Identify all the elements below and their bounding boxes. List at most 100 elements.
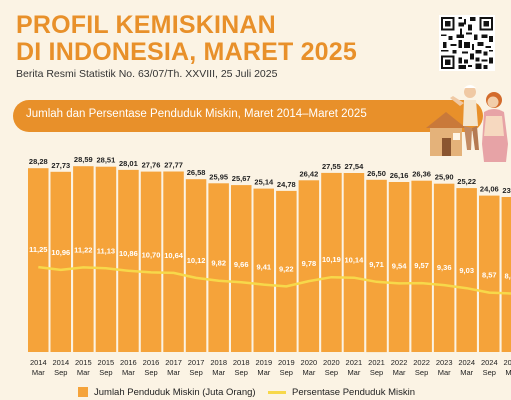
legend-label-persentase: Persentase Penduduk Miskin	[292, 387, 416, 398]
x-tick-year-12: 2020	[301, 358, 318, 367]
x-tick-year-15: 2021	[368, 358, 385, 367]
bar-value-label-20: 24,06	[480, 185, 499, 194]
bar-16	[388, 182, 410, 352]
percent-value-label-5: 10,70	[142, 250, 161, 259]
bar-value-label-9: 25,67	[232, 174, 251, 183]
bar-value-label-4: 28,01	[119, 159, 138, 168]
family-house-illustration-icon	[426, 85, 508, 162]
bar-value-label-10: 25,14	[254, 178, 274, 187]
bar-value-label-18: 25,90	[435, 173, 454, 182]
legend-label-jumlah: Jumlah Penduduk Miskin (Juta Orang)	[94, 387, 256, 398]
bar-11	[276, 190, 297, 352]
percent-value-label-12: 9,78	[302, 259, 317, 268]
bar-19	[456, 188, 477, 352]
percent-value-label-17: 9,57	[414, 261, 429, 270]
x-tick-period-4: Mar	[122, 368, 135, 377]
x-tick-period-10: Mar	[257, 368, 270, 377]
x-tick-year-11: 2019	[278, 358, 295, 367]
x-tick-period-17: Sep	[415, 368, 428, 377]
bar-value-label-1: 27,73	[51, 161, 70, 170]
bar-value-label-21: 23,85	[502, 186, 511, 195]
bar-value-label-17: 26,36	[412, 170, 431, 179]
bar-0	[28, 168, 49, 352]
x-tick-period-11: Sep	[280, 368, 293, 377]
bar-9	[231, 185, 252, 352]
percent-value-label-18: 9,36	[437, 263, 452, 272]
bar-1	[50, 171, 71, 352]
x-tick-period-20: Sep	[483, 368, 496, 377]
x-tick-year-16: 2022	[391, 358, 408, 367]
percent-value-label-1: 10,96	[51, 248, 70, 257]
legend-swatch-line	[268, 390, 286, 394]
x-tick-year-21: 2025	[503, 358, 511, 367]
bar-value-label-16: 26,16	[390, 171, 409, 180]
bar-18	[433, 183, 455, 352]
percent-value-label-14: 10,14	[345, 256, 365, 265]
x-tick-year-6: 2017	[165, 358, 182, 367]
percent-value-label-10: 9,41	[256, 263, 271, 272]
bar-value-label-12: 26,42	[300, 169, 319, 178]
x-tick-year-17: 2022	[413, 358, 430, 367]
x-tick-year-19: 2024	[458, 358, 475, 367]
page-title: PROFIL KEMISKINAN DI INDONESIA, MARET 20…	[16, 11, 357, 66]
x-tick-period-3: Sep	[99, 368, 112, 377]
percent-value-label-19: 9,03	[459, 266, 474, 275]
bar-10	[253, 188, 274, 352]
bar-4	[118, 169, 139, 352]
bar-8	[208, 183, 229, 352]
x-tick-year-1: 2014	[52, 358, 69, 367]
page-subtitle: Berita Resmi Statistik No. 63/07/Th. XXV…	[16, 68, 278, 80]
percent-value-label-4: 10,86	[119, 249, 138, 258]
x-tick-period-7: Sep	[189, 368, 202, 377]
x-tick-period-1: Sep	[54, 368, 67, 377]
x-tick-period-13: Sep	[325, 368, 338, 377]
bar-12	[298, 180, 320, 352]
x-tick-year-2: 2015	[75, 358, 92, 367]
bar-value-label-19: 25,22	[457, 177, 476, 186]
x-tick-period-18: Mar	[438, 368, 451, 377]
x-tick-period-2: Mar	[77, 368, 90, 377]
percent-value-label-7: 10,12	[187, 256, 206, 265]
x-tick-period-6: Mar	[167, 368, 180, 377]
x-tick-year-20: 2024	[481, 358, 498, 367]
bar-13	[321, 172, 342, 352]
bar-value-label-6: 27,77	[164, 161, 183, 170]
x-tick-period-8: Mar	[212, 368, 225, 377]
percent-value-label-8: 9,82	[211, 259, 226, 268]
bar-7	[185, 179, 207, 352]
percent-value-label-16: 9,54	[392, 261, 407, 270]
x-tick-period-0: Mar	[32, 368, 45, 377]
percent-value-label-0: 11,25	[29, 245, 47, 254]
bar-17	[411, 180, 432, 352]
legend-swatch-bar	[78, 387, 88, 398]
bar-value-label-11: 24,78	[277, 180, 296, 189]
bar-2	[73, 166, 94, 352]
x-tick-year-5: 2016	[143, 358, 160, 367]
x-tick-period-9: Sep	[235, 368, 248, 377]
chart-title: Jumlah dan Persentase Penduduk Miskin, M…	[26, 108, 367, 120]
bar-value-label-3: 28,51	[97, 156, 116, 165]
x-tick-period-21: Mar	[505, 368, 511, 377]
x-tick-period-19: Mar	[460, 368, 473, 377]
bar-value-label-0: 28,28	[29, 157, 48, 166]
x-tick-year-10: 2019	[255, 358, 272, 367]
bar-value-label-14: 27,54	[345, 162, 365, 171]
percent-value-label-15: 9,71	[369, 260, 384, 269]
percent-value-label-9: 9,66	[234, 260, 249, 269]
bar-value-label-5: 27,76	[142, 161, 161, 170]
bar-value-label-2: 28,59	[74, 155, 93, 164]
bar-20	[479, 195, 500, 352]
legend-item-jumlah: Jumlah Penduduk Miskin (Juta Orang)	[78, 387, 256, 398]
percent-value-label-20: 8,57	[482, 271, 497, 280]
x-tick-period-16: Mar	[393, 368, 406, 377]
x-tick-period-15: Sep	[370, 368, 383, 377]
bar-5	[140, 171, 162, 352]
x-tick-period-14: Mar	[347, 368, 360, 377]
legend-item-persentase: Persentase Penduduk Miskin	[268, 387, 415, 398]
bar-15	[366, 179, 387, 353]
percent-value-label-3: 11,13	[97, 246, 115, 255]
qr-code-icon[interactable]	[439, 15, 495, 71]
percent-value-label-21: 8,47	[504, 272, 511, 281]
x-tick-year-9: 2018	[233, 358, 250, 367]
